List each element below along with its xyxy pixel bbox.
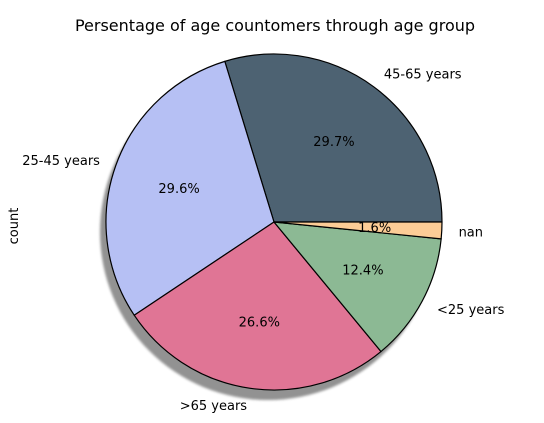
slice-pct-label: 29.7% [313, 135, 354, 150]
pie-slice [273, 221, 442, 353]
pie-slice [133, 221, 382, 391]
slice-label: nan [459, 225, 483, 240]
chart-title: Persentage of age countomers through age… [75, 16, 475, 35]
slice-pct-label: 26.6% [239, 316, 280, 331]
y-axis-label: count [7, 208, 22, 245]
slice-label: <25 years [437, 303, 505, 318]
slice-pct-label: 12.4% [342, 263, 383, 278]
pie-slice [224, 53, 443, 223]
pie-slices [105, 53, 443, 391]
slice-pct-label: 29.6% [158, 182, 199, 197]
pie-slice [273, 221, 443, 240]
pie-slice [105, 60, 275, 316]
slice-label: 45-65 years [384, 67, 462, 82]
slice-label: >65 years [180, 399, 248, 414]
slice-pct-label: 1.6% [358, 221, 391, 236]
pie-labels: 45-65 years 29.7% 25-45 years 29.6% >65 year… [22, 67, 504, 413]
slice-label: 25-45 years [22, 154, 100, 169]
